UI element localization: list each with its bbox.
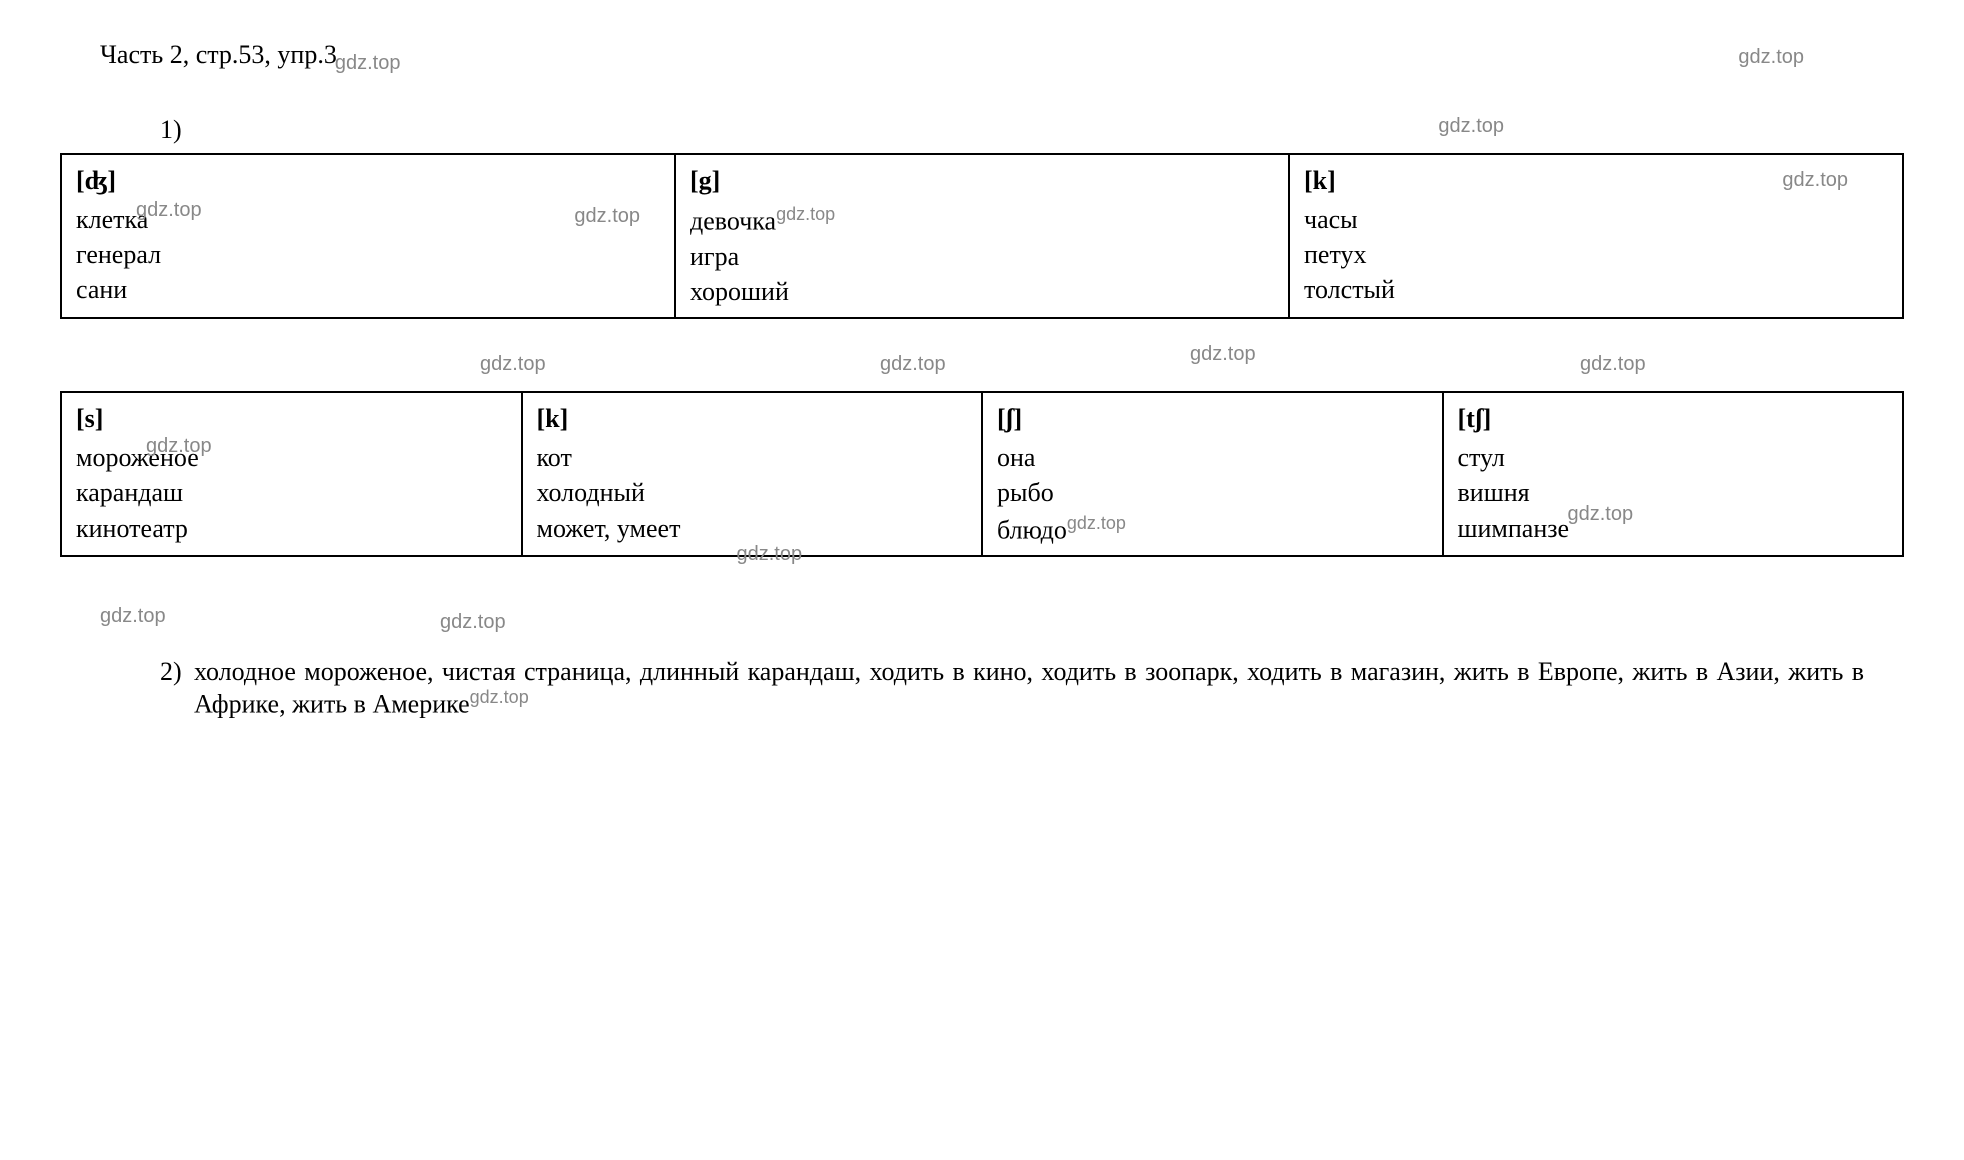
wm-between-1: gdz.top <box>480 353 546 376</box>
t2c1-line2: может, умеет <box>537 511 968 546</box>
t2c0-line2: кинотеатр <box>76 511 507 546</box>
t1c2-line2: толстый <box>1304 272 1888 307</box>
t2c2-line2: блюдоgdz.top <box>997 511 1428 548</box>
wm-between-3: gdz.top <box>1190 343 1256 366</box>
t2c0-line1: карандаш <box>76 475 507 510</box>
symbol-g: [g] <box>690 163 1274 198</box>
symbol-tsh: [tʃ] <box>1458 401 1889 436</box>
table1-wrap: [ʤ] gdz.top клетка генерал сани gdz.top … <box>60 153 1904 319</box>
table2-cell-0: [s] gdz.top мороженое карандаш кинотеатр <box>61 392 522 556</box>
phonetic-table-1: [ʤ] gdz.top клетка генерал сани gdz.top … <box>60 153 1904 319</box>
page-title: Часть 2, стр.53, упр.3gdz.top <box>100 40 400 75</box>
t1c1-line0-text: девочка <box>690 207 776 236</box>
watermark-inline: gdz.top <box>335 52 401 74</box>
table2-cell-3: [tʃ] стул вишня gdz.top шимпанзе <box>1443 392 1904 556</box>
t1c1-line1: игра <box>690 239 1274 274</box>
t1c0-line2: сани <box>76 272 660 307</box>
t2c0-line0: мороженое <box>76 440 507 475</box>
phonetic-table-2: [s] gdz.top мороженое карандаш кинотеатр… <box>60 391 1904 557</box>
list1-number-row: 1) gdz.top <box>60 115 1904 145</box>
watermark-list1: gdz.top <box>1438 115 1504 138</box>
t1c2-line0: часы <box>1304 202 1888 237</box>
table1-cell-2: [k] gdz.top часы петух толстый <box>1289 154 1903 318</box>
wm-t1c1a: gdz.top <box>776 204 835 224</box>
between-tables-row: gdz.top gdz.top gdz.top gdz.top <box>60 349 1904 391</box>
watermark-right: gdz.top <box>1738 46 1804 69</box>
t2c2-line2-text: блюдо <box>997 515 1067 544</box>
t1c2-line1: петух <box>1304 237 1888 272</box>
list2-block: 2) холодное мороженое, чистая страница, … <box>60 657 1904 720</box>
wm-below-1: gdz.top <box>100 605 166 628</box>
table2-wrap: [s] gdz.top мороженое карандаш кинотеатр… <box>60 391 1904 557</box>
wm-t2c2a: gdz.top <box>1067 513 1126 533</box>
t2c3-line1: вишня <box>1458 475 1889 510</box>
t1c1-line0: девочкаgdz.top <box>690 202 1274 239</box>
wm-between-4: gdz.top <box>1580 353 1646 376</box>
symbol-dj: [ʤ] <box>76 163 660 198</box>
wm-below-2: gdz.top <box>440 611 506 634</box>
header-row: Часть 2, стр.53, упр.3gdz.top gdz.top <box>60 40 1904 75</box>
list2-body: холодное мороженое, чистая страница, дли… <box>194 657 1864 720</box>
t2c3-line0: стул <box>1458 440 1889 475</box>
table2-cell-2: [ʃ] она рыбо блюдоgdz.top <box>982 392 1443 556</box>
wm-para-end: gdz.top <box>470 687 529 707</box>
t2c1-line0: кот <box>537 440 968 475</box>
wm-between-2: gdz.top <box>880 353 946 376</box>
t2c2-line1: рыбо <box>997 475 1428 510</box>
t1c0-line1: генерал <box>76 237 660 272</box>
t1c0-line0: клетка <box>76 202 660 237</box>
list2-number: 2) <box>160 657 194 687</box>
list2-text: холодное мороженое, чистая страница, дли… <box>194 657 1864 719</box>
title-text: Часть 2, стр.53, упр.3 <box>100 40 337 69</box>
list1-number: 1) <box>160 115 182 144</box>
table1-cell-1: [g] девочкаgdz.top игра хороший <box>675 154 1289 318</box>
table1-cell-0: [ʤ] gdz.top клетка генерал сани gdz.top <box>61 154 675 318</box>
table2-cell-1: [k] кот холодный может, умеет gdz.top <box>522 392 983 556</box>
symbol-s: [s] <box>76 401 507 436</box>
symbol-k2: [k] <box>537 401 968 436</box>
t2c1-line1: холодный <box>537 475 968 510</box>
t1c1-line2: хороший <box>690 274 1274 309</box>
below-table2-row: gdz.top gdz.top <box>60 587 1904 637</box>
symbol-k1: [k] <box>1304 163 1888 198</box>
symbol-sh: [ʃ] <box>997 401 1428 436</box>
t2c3-line2: шимпанзе <box>1458 511 1889 546</box>
t2c2-line0: она <box>997 440 1428 475</box>
